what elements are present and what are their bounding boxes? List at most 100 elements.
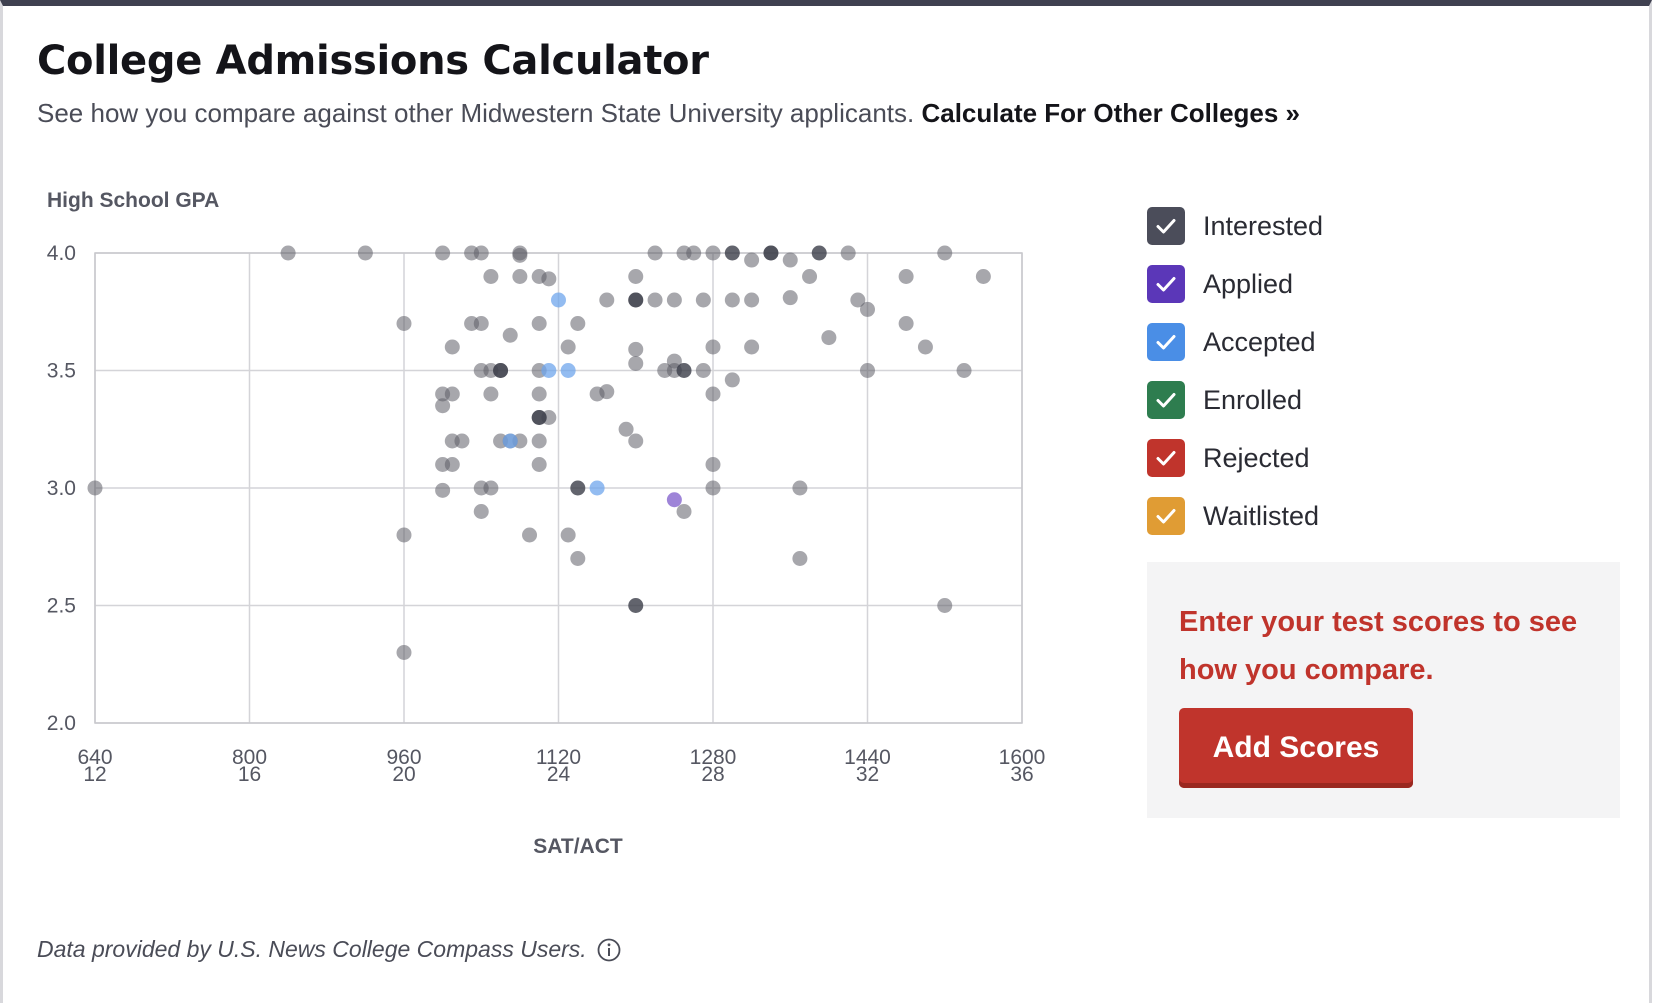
data-point-interested[interactable] — [473, 316, 489, 331]
data-point-interested[interactable] — [850, 292, 866, 308]
data-point-interested[interactable] — [618, 421, 634, 437]
data-point-interested[interactable] — [396, 645, 412, 660]
checkbox-waitlisted[interactable] — [1147, 497, 1185, 535]
data-point-interested[interactable] — [628, 269, 644, 284]
checkbox-enrolled[interactable] — [1147, 381, 1185, 419]
data-point-accepted[interactable] — [551, 292, 566, 308]
data-point-interested[interactable] — [444, 339, 460, 355]
data-point-interested[interactable] — [560, 527, 576, 543]
data-point-interested[interactable] — [570, 551, 586, 566]
data-point-interested[interactable] — [628, 355, 644, 371]
checkbox-interested[interactable] — [1147, 207, 1185, 245]
data-point-interested[interactable] — [531, 433, 547, 449]
data-point-interested[interactable] — [628, 341, 644, 357]
data-point-accepted[interactable] — [560, 363, 576, 378]
data-point-interested[interactable] — [444, 457, 460, 472]
data-point-interested[interactable] — [763, 245, 779, 261]
data-point-interested[interactable] — [628, 598, 644, 613]
data-point-interested[interactable] — [512, 269, 528, 284]
data-point-interested[interactable] — [676, 363, 692, 378]
data-point-interested[interactable] — [686, 245, 702, 261]
data-point-interested[interactable] — [898, 269, 914, 284]
data-point-interested[interactable] — [396, 527, 412, 543]
data-point-interested[interactable] — [676, 504, 692, 519]
data-point-interested[interactable] — [647, 292, 663, 308]
data-point-interested[interactable] — [502, 327, 518, 343]
data-point-interested[interactable] — [531, 316, 547, 331]
data-point-interested[interactable] — [724, 372, 740, 388]
data-point-interested[interactable] — [782, 252, 798, 268]
data-point-interested[interactable] — [792, 551, 808, 566]
data-point-interested[interactable] — [860, 301, 875, 317]
data-point-applied[interactable] — [666, 492, 682, 508]
legend-item-enrolled[interactable]: Enrolled — [1147, 371, 1323, 429]
data-point-interested[interactable] — [628, 292, 644, 308]
data-point-interested[interactable] — [560, 339, 576, 355]
data-point-interested[interactable] — [435, 245, 451, 261]
data-point-interested[interactable] — [917, 339, 933, 355]
data-point-interested[interactable] — [435, 398, 451, 414]
data-point-interested[interactable] — [705, 339, 721, 355]
data-point-interested[interactable] — [695, 363, 711, 378]
data-point-interested[interactable] — [821, 330, 837, 346]
data-point-interested[interactable] — [570, 316, 586, 331]
data-point-interested[interactable] — [705, 245, 721, 261]
data-point-interested[interactable] — [280, 245, 296, 261]
data-point-interested[interactable] — [860, 363, 875, 378]
data-point-interested[interactable] — [744, 252, 760, 268]
checkbox-rejected[interactable] — [1147, 439, 1185, 477]
data-point-interested[interactable] — [512, 247, 528, 263]
data-point-interested[interactable] — [531, 386, 547, 402]
data-point-interested[interactable] — [483, 480, 499, 496]
data-point-interested[interactable] — [666, 292, 682, 308]
data-point-interested[interactable] — [647, 245, 663, 261]
data-point-interested[interactable] — [483, 386, 499, 402]
data-point-accepted[interactable] — [502, 433, 518, 449]
legend-item-waitlisted[interactable]: Waitlisted — [1147, 487, 1323, 545]
data-point-interested[interactable] — [522, 527, 538, 543]
data-point-interested[interactable] — [705, 457, 721, 472]
data-point-interested[interactable] — [705, 480, 721, 496]
checkbox-accepted[interactable] — [1147, 323, 1185, 361]
data-point-interested[interactable] — [724, 292, 740, 308]
data-point-interested[interactable] — [599, 384, 615, 400]
data-point-interested[interactable] — [473, 504, 489, 519]
data-point-interested[interactable] — [744, 292, 760, 308]
data-point-interested[interactable] — [937, 598, 953, 613]
data-point-interested[interactable] — [811, 245, 827, 261]
data-point-interested[interactable] — [396, 316, 412, 331]
data-point-interested[interactable] — [444, 386, 460, 402]
data-point-interested[interactable] — [570, 480, 586, 496]
checkbox-applied[interactable] — [1147, 265, 1185, 303]
data-point-interested[interactable] — [802, 269, 818, 284]
data-point-interested[interactable] — [792, 480, 808, 496]
info-icon[interactable] — [597, 938, 621, 962]
data-point-interested[interactable] — [724, 245, 740, 261]
data-point-accepted[interactable] — [589, 480, 605, 496]
data-point-accepted[interactable] — [541, 363, 557, 378]
legend-item-rejected[interactable]: Rejected — [1147, 429, 1323, 487]
data-point-interested[interactable] — [87, 480, 103, 496]
data-point-interested[interactable] — [493, 363, 509, 378]
data-point-interested[interactable] — [898, 316, 914, 331]
data-point-interested[interactable] — [454, 433, 470, 449]
data-point-interested[interactable] — [357, 245, 373, 261]
data-point-interested[interactable] — [782, 290, 798, 306]
legend-item-applied[interactable]: Applied — [1147, 255, 1323, 313]
add-scores-button[interactable]: Add Scores — [1179, 708, 1413, 788]
data-point-interested[interactable] — [744, 339, 760, 355]
data-point-interested[interactable] — [937, 245, 953, 261]
data-point-interested[interactable] — [956, 363, 972, 378]
data-point-interested[interactable] — [840, 245, 856, 261]
data-point-interested[interactable] — [541, 271, 557, 287]
other-colleges-link[interactable]: Calculate For Other Colleges » — [921, 98, 1301, 128]
data-point-interested[interactable] — [531, 410, 547, 425]
legend-item-interested[interactable]: Interested — [1147, 197, 1323, 255]
data-point-interested[interactable] — [705, 386, 721, 402]
data-point-interested[interactable] — [975, 269, 991, 284]
data-point-interested[interactable] — [628, 433, 644, 449]
legend-item-accepted[interactable]: Accepted — [1147, 313, 1323, 371]
data-point-interested[interactable] — [599, 292, 615, 308]
data-point-interested[interactable] — [435, 482, 451, 498]
data-point-interested[interactable] — [531, 457, 547, 472]
